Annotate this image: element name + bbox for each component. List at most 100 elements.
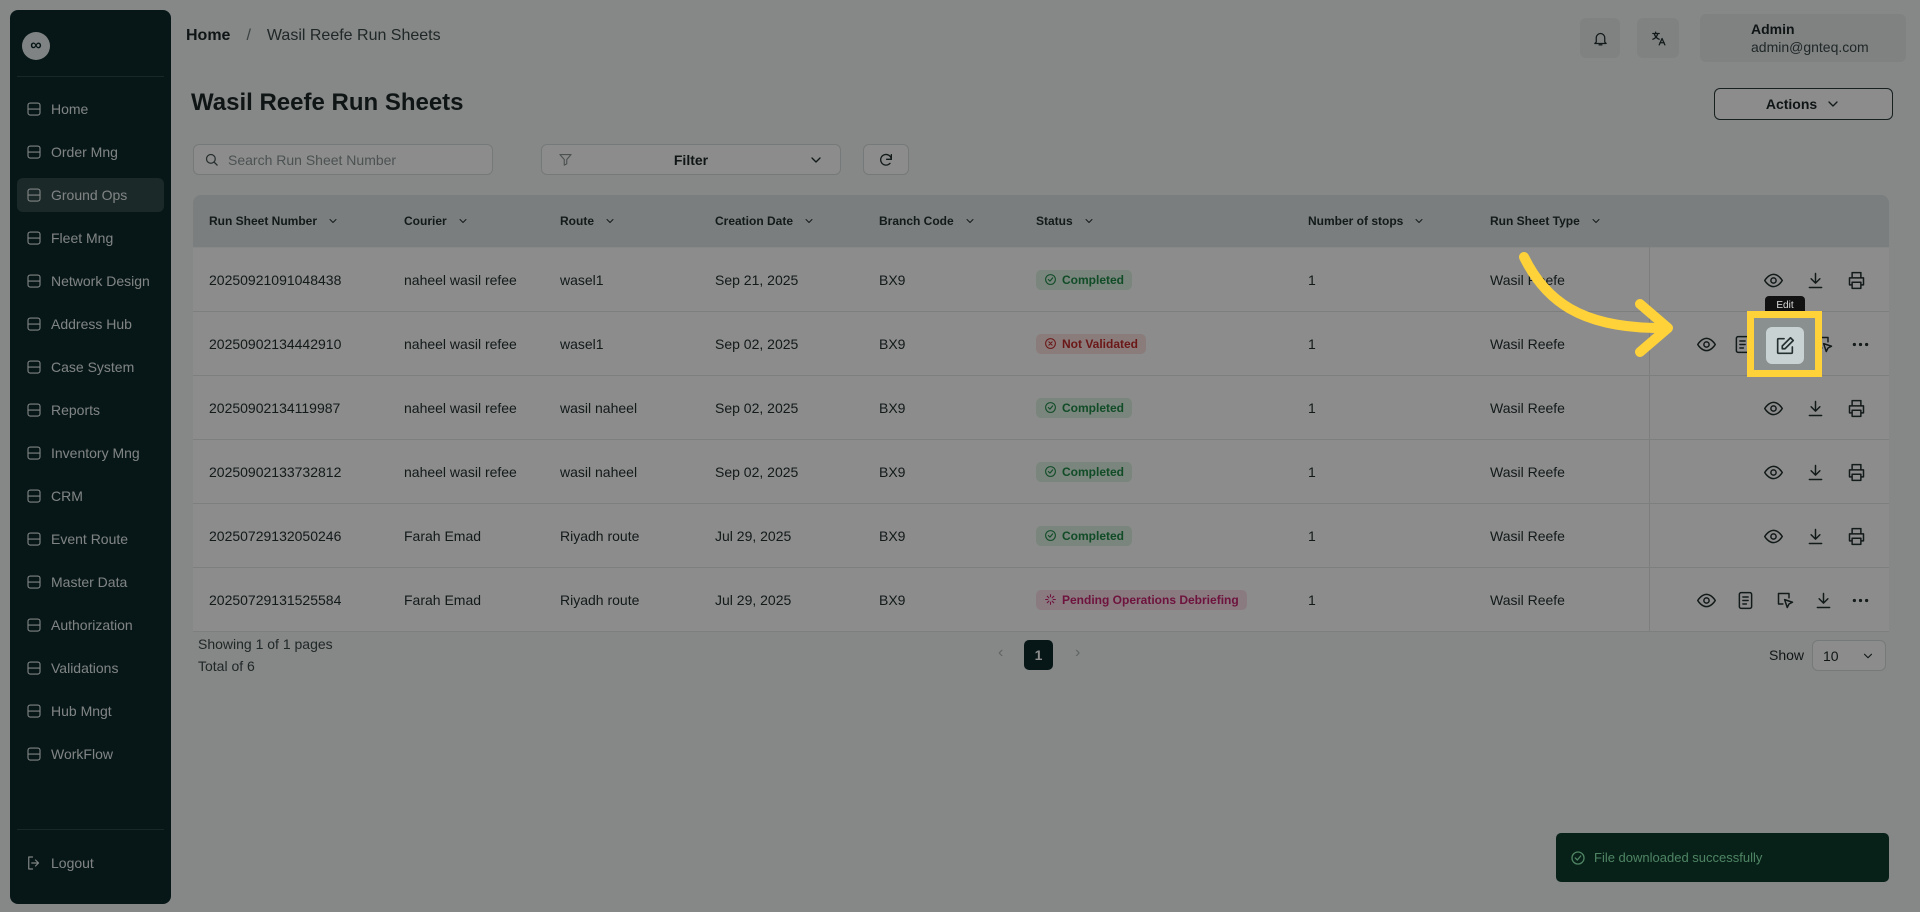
row-action-button[interactable] xyxy=(1840,392,1872,424)
cross-icon xyxy=(1045,338,1056,349)
column-header-label: Run Sheet Number xyxy=(209,214,318,228)
sidebar-item[interactable]: Ground Ops xyxy=(17,178,164,212)
square-icon xyxy=(27,102,41,116)
row-action-button[interactable] xyxy=(1799,264,1831,296)
row-action-button[interactable] xyxy=(1844,584,1876,616)
row-action-button[interactable] xyxy=(1799,520,1831,552)
refresh-button[interactable] xyxy=(863,144,909,175)
column-header-label: Route xyxy=(560,214,594,228)
sidebar-item[interactable]: WorkFlow xyxy=(17,737,164,771)
table-cell: 20250902134442910 xyxy=(209,312,341,375)
logo[interactable]: ∞ xyxy=(22,32,50,60)
edit-icon xyxy=(1776,336,1795,354)
row-action-button[interactable] xyxy=(1799,456,1831,488)
icon-shape xyxy=(1769,276,1777,284)
breadcrumb-separator: / xyxy=(246,27,251,44)
user-menu[interactable]: Admin admin@gnteq.com xyxy=(1700,14,1906,62)
row-action-button[interactable] xyxy=(1757,264,1789,296)
icon-shape xyxy=(1816,592,1830,608)
sidebar-item[interactable]: Validations xyxy=(17,651,164,685)
print-icon xyxy=(1848,399,1864,417)
row-action-button[interactable] xyxy=(1757,392,1789,424)
sidebar-item[interactable]: Inventory Mng xyxy=(17,436,164,470)
edit-button[interactable] xyxy=(1766,327,1804,364)
search-input[interactable]: Search Run Sheet Number xyxy=(193,144,493,175)
icon-shape xyxy=(1858,598,1862,602)
row-action-button[interactable] xyxy=(1757,520,1789,552)
sidebar-item[interactable]: Network Design xyxy=(17,264,164,298)
filter-button[interactable]: Filter xyxy=(541,144,841,175)
row-action-button[interactable] xyxy=(1807,584,1839,616)
column-header[interactable]: Number of stops xyxy=(1308,195,1425,247)
cell-text: Wasil Reefe xyxy=(1490,527,1565,544)
user-name: Admin xyxy=(1751,21,1795,37)
icon-shape xyxy=(1651,30,1666,46)
column-header[interactable]: Branch Code xyxy=(879,195,976,247)
cell-text: BX9 xyxy=(879,591,906,608)
icon-shape xyxy=(1696,337,1716,351)
sidebar-item[interactable]: Home xyxy=(17,92,164,126)
table-cell: Completed xyxy=(1036,440,1133,503)
logout-icon xyxy=(28,856,40,870)
row-action-button[interactable] xyxy=(1844,328,1876,360)
sidebar-label: Hub Mngt xyxy=(51,703,112,719)
table-row: 20250902134119987 naheel wasil refee wasil… xyxy=(193,376,1889,440)
actions-button[interactable]: Actions xyxy=(1714,88,1893,120)
column-header[interactable]: Route xyxy=(560,195,616,247)
cell-text: wasel1 xyxy=(560,271,604,288)
column-header[interactable]: Creation Date xyxy=(715,195,815,247)
table-cell: BX9 xyxy=(879,376,905,439)
table-cell: Sep 21, 2025 xyxy=(715,248,798,311)
next-page[interactable]: › xyxy=(1075,644,1081,661)
sidebar-item[interactable]: Fleet Mng xyxy=(17,221,164,255)
breadcrumb-link[interactable]: Home xyxy=(186,27,231,44)
icon-shape xyxy=(1738,339,1746,349)
square-icon xyxy=(27,274,41,288)
notification-button[interactable] xyxy=(1580,18,1620,58)
page-size-select[interactable]: 10 xyxy=(1812,640,1886,671)
row-action-button[interactable] xyxy=(1729,584,1761,616)
row-action-button[interactable] xyxy=(1690,584,1722,616)
sidebar-item[interactable]: Case System xyxy=(17,350,164,384)
cell-text: 1 xyxy=(1308,335,1316,352)
icon-shape xyxy=(1702,340,1710,348)
sidebar-item[interactable]: Authorization xyxy=(17,608,164,642)
row-action-button[interactable] xyxy=(1799,392,1831,424)
square-icon xyxy=(27,446,41,460)
cell-text: 1 xyxy=(1308,271,1316,288)
column-header[interactable]: Run Sheet Type xyxy=(1490,195,1602,247)
chevron-icon xyxy=(606,219,614,223)
check-icon xyxy=(1045,274,1056,285)
sidebar-item[interactable]: Order Mng xyxy=(17,135,164,169)
column-header[interactable]: Run Sheet Number xyxy=(209,195,339,247)
square-icon xyxy=(27,145,41,159)
row-action-button[interactable] xyxy=(1690,328,1722,360)
row-action-button[interactable] xyxy=(1840,456,1872,488)
table-cell: Wasil Reefe xyxy=(1490,376,1565,439)
sidebar-item[interactable]: Hub Mngt xyxy=(17,694,164,728)
page-size-value: 10 xyxy=(1823,647,1839,664)
chevron-icon xyxy=(1085,219,1093,223)
sidebar-item[interactable]: CRM xyxy=(17,479,164,513)
prev-page[interactable]: ‹ xyxy=(998,644,1004,661)
sidebar-item[interactable]: Event Route xyxy=(17,522,164,556)
row-action-button[interactable] xyxy=(1757,456,1789,488)
icon-shape xyxy=(1047,405,1054,410)
row-action-button[interactable] xyxy=(1840,264,1872,296)
current-page[interactable]: 1 xyxy=(1024,640,1053,670)
status-badge: Completed xyxy=(1036,269,1133,290)
sidebar-item[interactable]: Master Data xyxy=(17,565,164,599)
chevron-icon xyxy=(811,156,821,163)
cell-text: Wasil Reefe xyxy=(1490,463,1565,480)
sidebar-item[interactable]: Reports xyxy=(17,393,164,427)
language-button[interactable] xyxy=(1637,18,1679,58)
table-cell: 20250729132050246 xyxy=(209,504,341,567)
row-action-button[interactable] xyxy=(1769,584,1801,616)
table-cell: BX9 xyxy=(879,440,905,503)
column-header[interactable]: Courier xyxy=(404,195,469,247)
column-header[interactable]: Status xyxy=(1036,195,1095,247)
row-action-button[interactable] xyxy=(1840,520,1872,552)
sidebar-item[interactable]: Address Hub xyxy=(17,307,164,341)
logout-button[interactable]: Logout xyxy=(17,846,164,880)
